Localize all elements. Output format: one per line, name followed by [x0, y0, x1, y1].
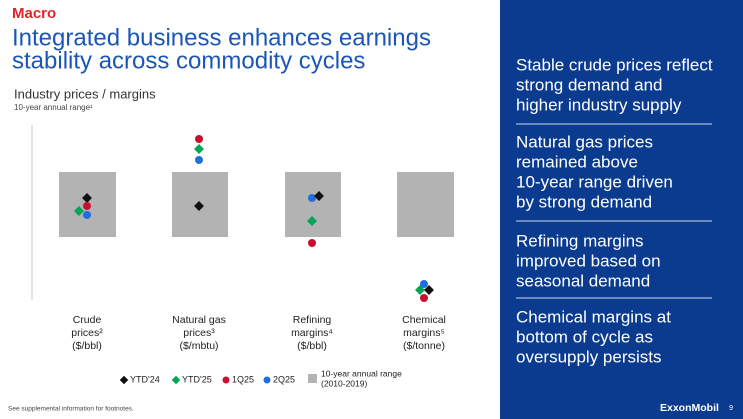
group-label: Natural gas — [172, 314, 226, 326]
legend-label: 2Q25 — [273, 374, 295, 384]
section-label: Macro — [12, 5, 56, 22]
legend-symbols — [119, 374, 317, 385]
panel-text: higher industry supply — [516, 95, 682, 114]
panel-text: Stable crude prices reflect — [516, 55, 713, 74]
marker-ytd25 — [415, 285, 425, 295]
legend-symbol — [263, 376, 271, 384]
legend-label: 10-year annual range — [321, 368, 402, 378]
panel-text: strong demand and — [516, 75, 663, 94]
panel-text: bottom of cycle as — [516, 327, 653, 346]
group-label: margins⁴ — [291, 327, 333, 339]
legend-symbol — [308, 374, 317, 383]
panel-text: by strong demand — [516, 192, 652, 211]
marker-1q25 — [195, 135, 203, 143]
slide-title: stability across commodity cycles — [12, 47, 365, 74]
marker-1q25 — [83, 202, 91, 210]
marker-1q25 — [308, 239, 316, 247]
marker-ytd24 — [314, 191, 324, 201]
marker-ytd24 — [424, 285, 434, 295]
marker-2q25 — [83, 211, 91, 219]
chart-title: Industry prices / margins — [14, 86, 156, 101]
marker-ytd25 — [74, 206, 84, 216]
legend-label: YTD'25 — [182, 374, 212, 384]
marker-ytd24 — [194, 201, 204, 211]
legend-label: 1Q25 — [232, 374, 254, 384]
marker-2q25 — [308, 194, 316, 202]
legend-symbol — [171, 375, 181, 385]
panel-text: Refining margins — [516, 231, 644, 250]
group-label: ($/bbl) — [297, 340, 327, 352]
marker-ytd25 — [194, 144, 204, 154]
marker-ytd25 — [307, 216, 317, 226]
markers — [74, 135, 434, 302]
group-label: prices² — [71, 327, 103, 339]
marker-1q25 — [420, 294, 428, 302]
panel-text: oversupply persists — [516, 347, 662, 366]
group-label: Chemical — [402, 314, 446, 326]
logo: ExxonMobil — [660, 402, 719, 414]
group-label: ($/mbtu) — [179, 340, 218, 352]
legend-label: (2010-2019) — [321, 378, 367, 388]
legend-label: YTD'24 — [130, 374, 160, 384]
group-label: ($/tonne) — [403, 340, 445, 352]
group-label: Refining — [293, 314, 332, 326]
legend-symbol — [119, 375, 129, 385]
group-label: Crude — [73, 314, 102, 326]
panel-text: improved based on — [516, 251, 661, 270]
marker-2q25 — [420, 280, 428, 288]
footnote: See supplemental information for footnot… — [8, 406, 134, 413]
slide-title: Integrated business enhances earnings — [12, 24, 431, 51]
group-label: ($/bbl) — [72, 340, 102, 352]
marker-ytd24 — [82, 193, 92, 203]
marker-2q25 — [195, 156, 203, 164]
range-box — [285, 172, 341, 237]
range-box — [397, 172, 454, 237]
panel-separators — [516, 123, 712, 299]
group-label: prices³ — [183, 327, 215, 339]
group-label: margins⁵ — [403, 327, 445, 339]
panel-text: remained above — [516, 152, 638, 171]
panel-text: Natural gas prices — [516, 132, 653, 151]
chart-subtitle: 10-year annual range¹ — [14, 103, 93, 112]
panel-text: 10-year range driven — [516, 172, 673, 191]
panel-text: seasonal demand — [516, 271, 650, 290]
panel-text: Chemical margins at — [516, 307, 671, 326]
page-number: 9 — [729, 405, 733, 412]
legend-symbol — [222, 376, 230, 384]
range-boxes — [59, 172, 454, 237]
side-panel — [500, 0, 743, 419]
